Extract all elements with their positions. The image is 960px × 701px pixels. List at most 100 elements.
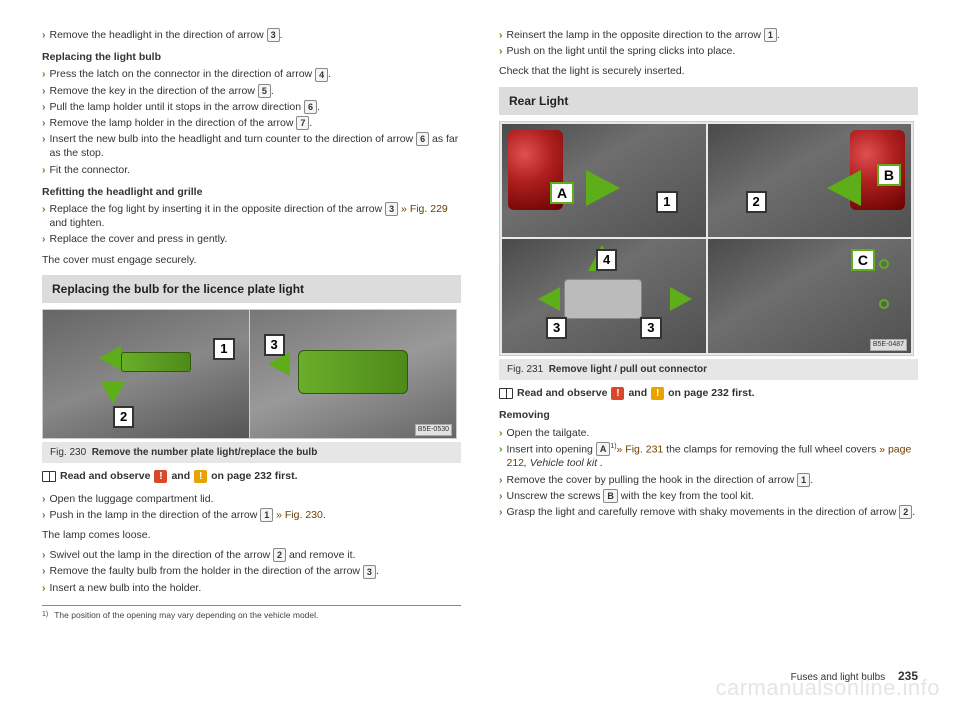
lamp-graphic (121, 352, 191, 372)
list-text: Open the tailgate. (507, 426, 919, 440)
bullet-icon: › (42, 492, 46, 506)
bullet-icon: › (499, 442, 503, 471)
list-text: Remove the faulty bulb from the holder i… (50, 564, 462, 578)
cross-ref: » Fig. 230 (273, 509, 323, 521)
bullet-icon: › (499, 489, 503, 503)
callout-letter: A (550, 182, 574, 204)
footnote: 1) The position of the opening may vary … (42, 610, 461, 621)
key-box: 5 (258, 84, 271, 98)
list-text: Remove the key in the direction of the a… (50, 84, 462, 98)
subheading: Replacing the light bulb (42, 50, 461, 64)
list-text: Insert into opening A1)» Fig. 231 the cl… (507, 442, 919, 471)
bullet-icon: › (42, 564, 46, 578)
book-icon (42, 471, 56, 482)
list-text: Grasp the light and carefully remove wit… (507, 505, 919, 519)
key-box: 3 (363, 565, 376, 579)
bullet-icon: › (42, 232, 46, 246)
figure-panel-connector: 4 3 3 (502, 239, 706, 353)
list-text: Replace the cover and press in gently. (50, 232, 462, 246)
key-box: 6 (304, 100, 317, 114)
cross-ref: » Fig. 231 (617, 443, 664, 455)
key-box: 1 (764, 28, 777, 42)
bullet-icon: › (42, 100, 46, 114)
cross-ref: » Fig. 229 (398, 203, 448, 215)
callout-label: 3 (264, 334, 285, 356)
bullet-icon: › (499, 505, 503, 519)
subheading: Refitting the headlight and grille (42, 185, 461, 199)
list-item: ›Push on the light until the spring clic… (499, 44, 918, 58)
footer-section: Fuses and light bulbs (791, 672, 886, 683)
list-item: › Remove the cover by pulling the hook in… (499, 473, 918, 487)
list-item: › Open the tailgate. (499, 426, 918, 440)
screw-marker (879, 259, 889, 269)
page-footer: Fuses and light bulbs 235 (791, 669, 918, 683)
callout-label: 3 (640, 317, 661, 339)
paragraph: The lamp comes loose. (42, 528, 461, 542)
list-item: › Remove the headlight in the direction … (42, 28, 461, 42)
figure-panel-c: C B5E-0487 (708, 239, 912, 353)
bullet-icon: › (42, 581, 46, 595)
bullet-icon: › (42, 508, 46, 522)
key-box: 2 (899, 505, 912, 519)
text: Read and observe (517, 386, 607, 400)
bullet-icon: › (42, 28, 46, 42)
warning-yellow-icon: ! (651, 387, 664, 400)
warning-yellow-icon: ! (194, 470, 207, 483)
bullet-icon: › (42, 84, 46, 98)
list-item: › Pull the lamp holder until it stops in … (42, 100, 461, 114)
page: › Remove the headlight in the direction … (0, 0, 960, 631)
key-box: 2 (273, 548, 286, 562)
list-item: › Unscrew the screws B with the key from … (499, 489, 918, 503)
callout-label: 1 (213, 338, 234, 360)
figure-code: B5E-0487 (870, 339, 907, 350)
section-heading: Replacing the bulb for the licence plate… (42, 275, 461, 303)
list-item: › Grasp the light and carefully remove wi… (499, 505, 918, 519)
footnote-number: 1) (42, 610, 48, 621)
text: and (628, 386, 647, 400)
list-text: Remove the lamp holder in the direction … (50, 116, 462, 130)
list-text: Push in the lamp in the direction of the… (50, 508, 462, 522)
bullet-icon: › (499, 426, 503, 440)
key-box: B (603, 489, 618, 503)
figure-number: Fig. 231 (507, 364, 543, 375)
figure-panel-left: 1 2 (43, 310, 250, 438)
callout-label: 2 (113, 406, 134, 428)
figure-number: Fig. 230 (50, 447, 86, 458)
list-text: Insert a new bulb into the holder. (50, 581, 462, 595)
key-box: 7 (296, 116, 309, 130)
figure-title: Remove light / pull out connector (549, 364, 707, 375)
list-text: Pull the lamp holder until it stops in t… (50, 100, 462, 114)
figure-231: A 1 2 B 4 3 3 C (499, 121, 914, 356)
list-text: Unscrew the screws B with the key from t… (507, 489, 919, 503)
screw-marker (879, 299, 889, 309)
figure-panel-right: 3 B5E-0530 (250, 310, 457, 438)
text: Remove the headlight in the direction of… (50, 29, 267, 41)
key-box: 6 (416, 132, 429, 146)
list-text: Remove the cover by pulling the hook in … (507, 473, 919, 487)
list-item: › Insert a new bulb into the holder. (42, 581, 461, 595)
bullet-icon: › (42, 116, 46, 130)
list-item: › Replace the cover and press in gently. (42, 232, 461, 246)
list-item: › Remove the key in the direction of the … (42, 84, 461, 98)
figure-panel-a: A 1 (502, 124, 706, 238)
list-item: › Push in the lamp in the direction of th… (42, 508, 461, 522)
key-box: 3 (267, 28, 280, 42)
bullet-icon: › (42, 548, 46, 562)
connector-graphic (564, 279, 642, 319)
list-text: Press the latch on the connector in the … (50, 67, 462, 81)
paragraph: The cover must engage securely. (42, 253, 461, 267)
callout-label: 3 (546, 317, 567, 339)
list-item: ›Press the latch on the connector in the… (42, 67, 461, 81)
bullet-icon: › (42, 132, 46, 160)
key-box: 1 (797, 473, 810, 487)
separator (42, 605, 461, 606)
callout-label: 4 (596, 249, 617, 271)
key-box: 1 (260, 508, 273, 522)
list-item: › Remove the faulty bulb from the holder … (42, 564, 461, 578)
footnote-text: The position of the opening may vary dep… (54, 610, 318, 621)
book-icon (499, 388, 513, 399)
list-item: › Open the luggage compartment lid. (42, 492, 461, 506)
list-text: Open the luggage compartment lid. (50, 492, 462, 506)
bullet-icon: › (499, 473, 503, 487)
page-number: 235 (898, 669, 918, 683)
